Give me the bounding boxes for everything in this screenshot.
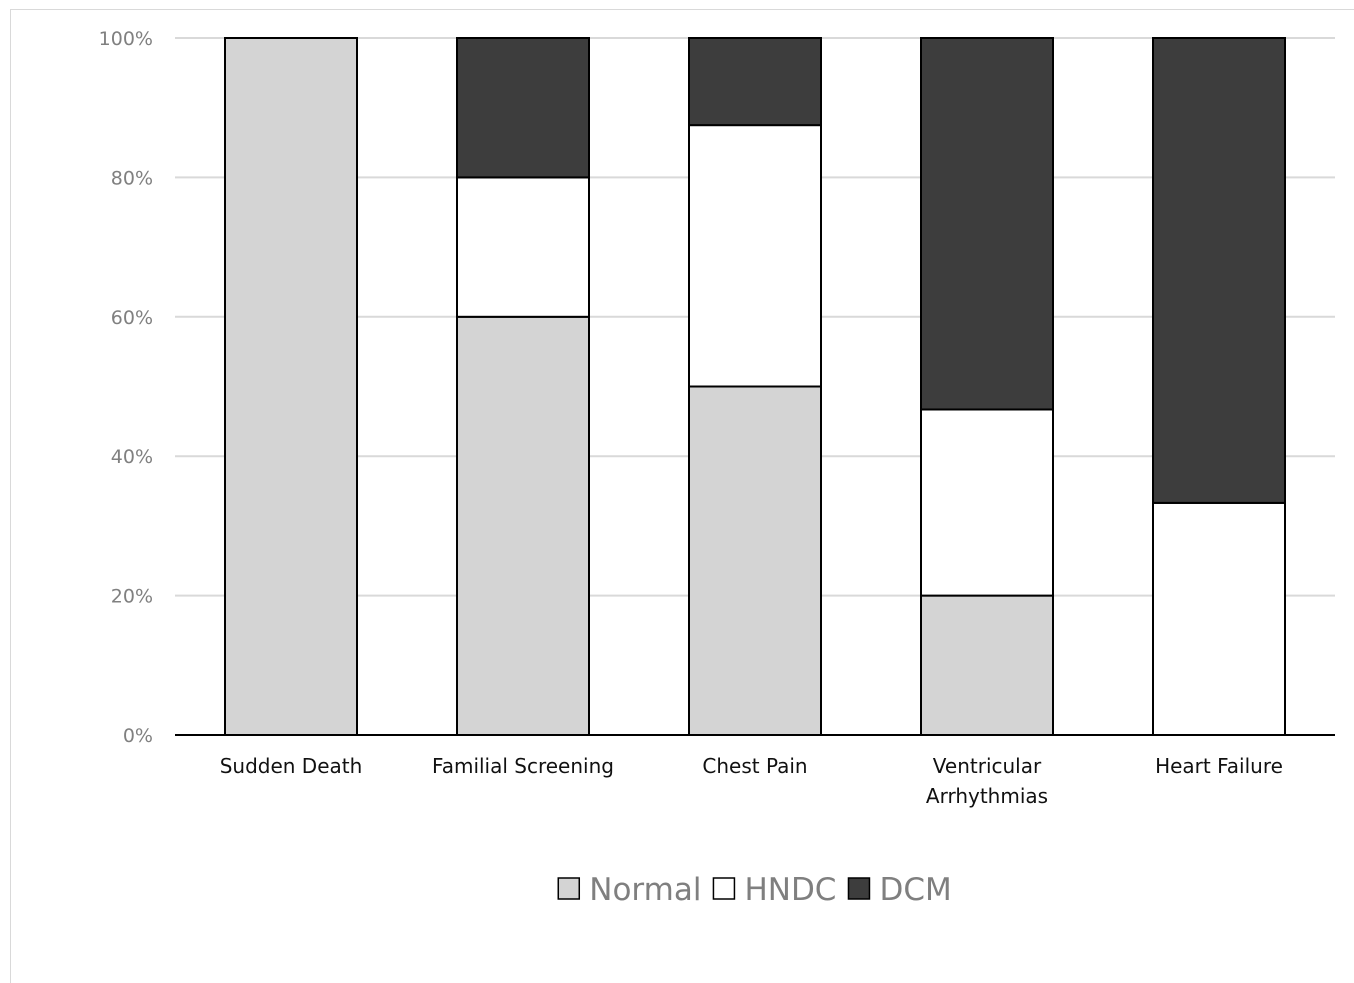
- bar-segment-normal-familial-screening: [456, 315, 590, 736]
- legend-item-hndc: HNDC: [712, 872, 836, 908]
- bars: [224, 37, 1286, 736]
- legend-label-dcm: DCM: [879, 872, 951, 908]
- legend-swatch-normal: [557, 877, 581, 900]
- legend-item-dcm: DCM: [847, 872, 952, 908]
- x-tick-label-heart-failure: Heart Failure: [1155, 754, 1283, 778]
- y-tick-label: 60%: [111, 307, 153, 329]
- bar-segment-hndc-ventricular-arrhythmias: [920, 408, 1054, 597]
- x-tick-label-sudden-death: Sudden Death: [220, 754, 363, 778]
- bar-segment-hndc-familial-screening: [456, 176, 590, 318]
- bar-segment-normal-chest-pain: [688, 385, 822, 736]
- y-tick-label: 0%: [123, 725, 153, 747]
- x-tick-label-chest-pain: Chest Pain: [702, 754, 807, 778]
- legend-label-hndc: HNDC: [744, 872, 836, 908]
- legend: Normal HNDC DCM: [557, 872, 952, 908]
- chart-frame: [10, 9, 1354, 983]
- bar-segment-dcm-ventricular-arrhythmias: [920, 37, 1054, 411]
- bar-segment-dcm-heart-failure: [1152, 37, 1286, 504]
- legend-item-normal: Normal: [557, 872, 701, 908]
- bar-segment-hndc-heart-failure: [1152, 501, 1286, 736]
- y-tick-label: 80%: [111, 167, 153, 189]
- legend-swatch-dcm: [847, 877, 871, 900]
- bar-segment-normal-sudden-death: [224, 37, 358, 736]
- y-tick-label: 100%: [99, 28, 153, 50]
- bar-segment-dcm-familial-screening: [456, 37, 590, 179]
- y-tick-label: 40%: [111, 446, 153, 468]
- y-tick-label: 20%: [111, 586, 153, 608]
- legend-label-normal: Normal: [589, 872, 701, 908]
- x-tick-label-ventricular-arrhythmias: Ventricular Arrhythmias: [926, 754, 1048, 808]
- bar-segment-normal-ventricular-arrhythmias: [920, 594, 1054, 736]
- x-tick-label-familial-screening: Familial Screening: [432, 754, 614, 778]
- y-axis-tick-labels: 0% 20% 40% 60% 80% 100%: [99, 28, 153, 747]
- x-axis-category-labels: Sudden Death Familial Screening Chest Pain…: [220, 754, 1283, 808]
- bar-segment-hndc-chest-pain: [688, 124, 822, 388]
- legend-swatch-hndc: [712, 877, 736, 900]
- bar-segment-dcm-chest-pain: [688, 37, 822, 127]
